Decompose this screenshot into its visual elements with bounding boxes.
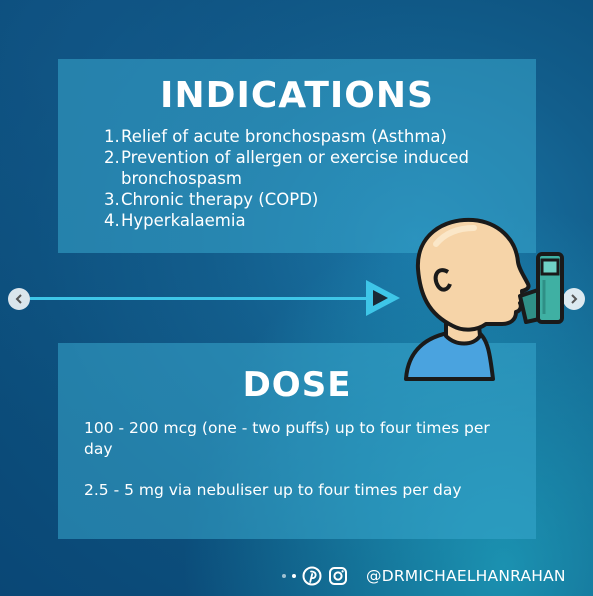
list-item: 3. Chronic therapy (COPD) xyxy=(104,189,524,210)
list-item-text: Hyperkalaemia xyxy=(121,211,246,230)
chevron-left-icon xyxy=(15,294,22,304)
carousel-dot-active xyxy=(292,574,296,578)
list-item-number: 1. xyxy=(104,127,120,146)
list-item-text: Prevention of allergen or exercise induc… xyxy=(121,148,469,188)
list-item-text: Relief of acute bronchospasm (Asthma) xyxy=(121,127,447,146)
author-handle[interactable]: @DRMICHAELHANRAHAN xyxy=(366,567,566,585)
list-item: 4. Hyperkalaemia xyxy=(104,210,524,231)
list-item-number: 2. xyxy=(104,148,120,167)
pinterest-icon[interactable] xyxy=(302,566,322,586)
next-slide-button[interactable] xyxy=(563,288,585,310)
indications-list: 1. Relief of acute bronchospasm (Asthma)… xyxy=(104,126,524,231)
instagram-icon[interactable] xyxy=(328,566,348,586)
indications-panel: INDICATIONS 1. Relief of acute bronchosp… xyxy=(58,59,536,253)
list-item: 1. Relief of acute bronchospasm (Asthma) xyxy=(104,126,524,147)
list-item-number: 4. xyxy=(104,211,120,230)
previous-slide-button[interactable] xyxy=(8,288,30,310)
list-item-text: Chronic therapy (COPD) xyxy=(121,190,319,209)
footer: @DRMICHAELHANRAHAN xyxy=(282,565,566,587)
dose-nebuliser-text: 2.5 - 5 mg via nebuliser up to four time… xyxy=(84,481,462,499)
person-inhaler-icon xyxy=(404,217,564,381)
carousel-dot xyxy=(282,574,286,578)
play-arrow-icon xyxy=(366,280,400,316)
dose-inhaler-text: 100 - 200 mcg (one - two puffs) up to fo… xyxy=(84,419,490,458)
list-item: 2. Prevention of allergen or exercise in… xyxy=(104,147,524,189)
indications-title: INDICATIONS xyxy=(160,75,434,116)
connector-line xyxy=(30,297,370,300)
chevron-right-icon xyxy=(571,294,578,304)
dose-title: DOSE xyxy=(242,365,352,405)
list-item-number: 3. xyxy=(104,190,120,209)
